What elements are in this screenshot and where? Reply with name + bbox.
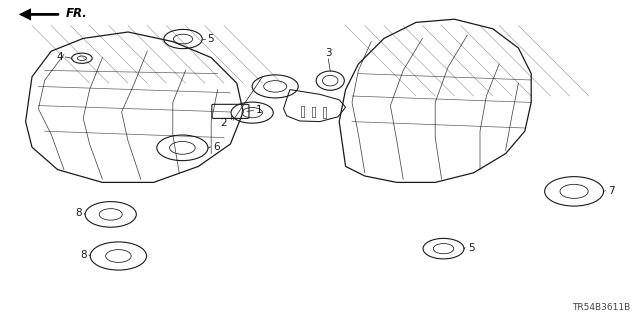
Text: 6: 6	[213, 142, 220, 152]
Text: 7: 7	[608, 186, 614, 196]
Text: TR54B3611B: TR54B3611B	[572, 303, 630, 312]
Text: 4: 4	[56, 52, 63, 62]
Text: 1: 1	[256, 105, 262, 116]
Text: 8: 8	[80, 250, 86, 260]
Text: FR.: FR.	[66, 7, 88, 20]
Text: 5: 5	[207, 34, 214, 44]
FancyArrowPatch shape	[22, 11, 58, 18]
Text: 3: 3	[325, 48, 332, 58]
Text: 8: 8	[76, 208, 82, 219]
Text: 2: 2	[220, 117, 227, 128]
Text: 5: 5	[468, 243, 474, 253]
